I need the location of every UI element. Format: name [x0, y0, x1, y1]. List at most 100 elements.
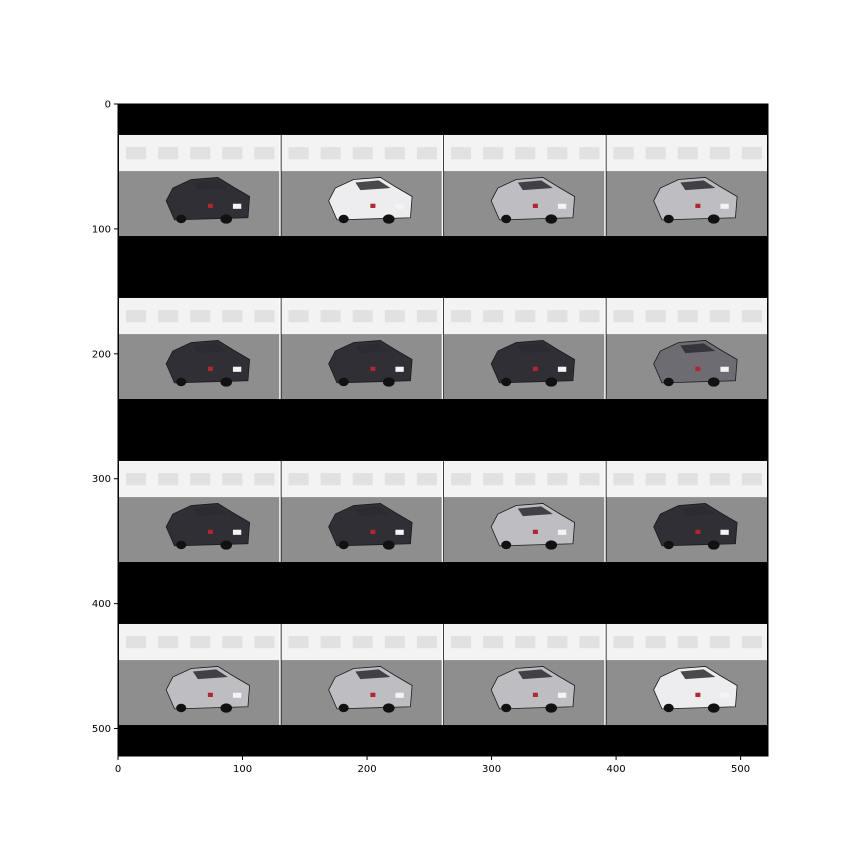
tile-backdrop-mark	[254, 147, 275, 160]
car-shape	[653, 177, 738, 221]
car-window	[192, 180, 228, 191]
car-wheel	[382, 540, 395, 550]
x-tick-label: 100	[233, 764, 252, 775]
tile-backdrop-mark	[579, 310, 600, 323]
car-window	[355, 180, 391, 191]
tile-backdrop-mark	[352, 310, 373, 323]
tile-backdrop-mark	[677, 473, 698, 486]
car-light	[207, 529, 213, 534]
tile-backdrop-mark	[126, 636, 147, 649]
car-light	[695, 529, 701, 534]
car-shape	[328, 503, 413, 547]
tile-backdrop-mark	[126, 147, 147, 160]
car-wheel	[501, 703, 512, 713]
car-light	[695, 366, 701, 371]
image-tile	[119, 460, 281, 563]
tile-backdrop-mark	[483, 147, 504, 160]
car-window	[355, 506, 391, 517]
car-wheel	[707, 214, 720, 224]
tile-backdrop-mark	[190, 310, 211, 323]
car-plate	[232, 203, 242, 209]
car-wheel	[663, 540, 674, 550]
tile-backdrop-mark	[483, 310, 504, 323]
car-shape	[490, 503, 576, 547]
car-wheel	[220, 703, 233, 713]
car-wheel	[338, 540, 349, 550]
tile-backdrop-mark	[677, 636, 698, 649]
car-window	[192, 506, 228, 517]
image-tile	[606, 297, 767, 400]
image-tile	[119, 623, 281, 726]
car-light	[207, 366, 213, 371]
car-wheel	[176, 214, 187, 224]
car-light	[370, 366, 376, 371]
tile-backdrop-mark	[613, 147, 634, 160]
car-shape	[490, 177, 576, 221]
tile-backdrop-mark	[451, 636, 472, 649]
image-tile	[119, 297, 281, 400]
car-wheel	[338, 214, 349, 224]
car-window	[680, 180, 716, 191]
tile-backdrop-mark	[352, 636, 373, 649]
tile-backdrop-mark	[320, 147, 341, 160]
car-light	[207, 692, 213, 697]
tile-backdrop-mark	[515, 310, 536, 323]
tile-backdrop-mark	[451, 473, 472, 486]
tile-backdrop-mark	[416, 147, 437, 160]
image-tile	[281, 460, 444, 563]
tile-backdrop-mark	[222, 473, 243, 486]
tile-backdrop-mark	[451, 147, 472, 160]
tile-backdrop-mark	[709, 636, 730, 649]
tile-backdrop-mark	[384, 473, 405, 486]
x-tick-label: 0	[115, 764, 121, 775]
tile-backdrop-mark	[126, 310, 147, 323]
car-window	[517, 343, 553, 354]
car-wheel	[545, 377, 558, 387]
tile-backdrop-mark	[384, 310, 405, 323]
car-light	[532, 529, 538, 534]
tile-backdrop-mark	[579, 147, 600, 160]
axes-frame	[117, 103, 769, 757]
tile-backdrop-mark	[677, 310, 698, 323]
y-tick-label: 300	[92, 474, 111, 485]
tile-backdrop-mark	[126, 473, 147, 486]
car-window	[517, 180, 553, 191]
image-grid	[118, 104, 768, 756]
car-shape	[328, 666, 413, 710]
car-shape	[165, 177, 251, 221]
car-window	[680, 506, 716, 517]
car-shape	[653, 666, 738, 710]
car-wheel	[220, 377, 233, 387]
axes-border	[117, 103, 769, 757]
tile-backdrop-mark	[613, 310, 634, 323]
car-light	[695, 203, 701, 208]
tile-backdrop-mark	[416, 473, 437, 486]
tile-backdrop-mark	[741, 147, 762, 160]
tile-backdrop-mark	[613, 473, 634, 486]
car-wheel	[220, 214, 233, 224]
y-tick-label: 500	[92, 724, 111, 735]
car-shape	[165, 503, 251, 547]
car-light	[370, 529, 376, 534]
x-tick-label: 300	[482, 764, 501, 775]
x-axis: 0 100 200 300 400 500	[115, 756, 750, 775]
car-plate	[232, 692, 242, 698]
car-plate	[557, 529, 567, 535]
car-window	[192, 343, 228, 354]
car-plate	[557, 366, 567, 372]
car-wheel	[501, 377, 512, 387]
tile-backdrop-mark	[547, 473, 568, 486]
tile-backdrop-mark	[483, 473, 504, 486]
tile-backdrop-mark	[741, 310, 762, 323]
tile-backdrop-mark	[158, 147, 179, 160]
tile-backdrop-mark	[645, 473, 666, 486]
y-tick-label: 100	[92, 224, 111, 235]
car-window	[517, 506, 553, 517]
car-wheel	[501, 540, 512, 550]
image-tile	[606, 623, 767, 726]
car-shape	[490, 666, 576, 710]
tile-backdrop-mark	[158, 636, 179, 649]
car-wheel	[382, 377, 395, 387]
car-wheel	[382, 214, 395, 224]
car-shape	[165, 666, 251, 710]
